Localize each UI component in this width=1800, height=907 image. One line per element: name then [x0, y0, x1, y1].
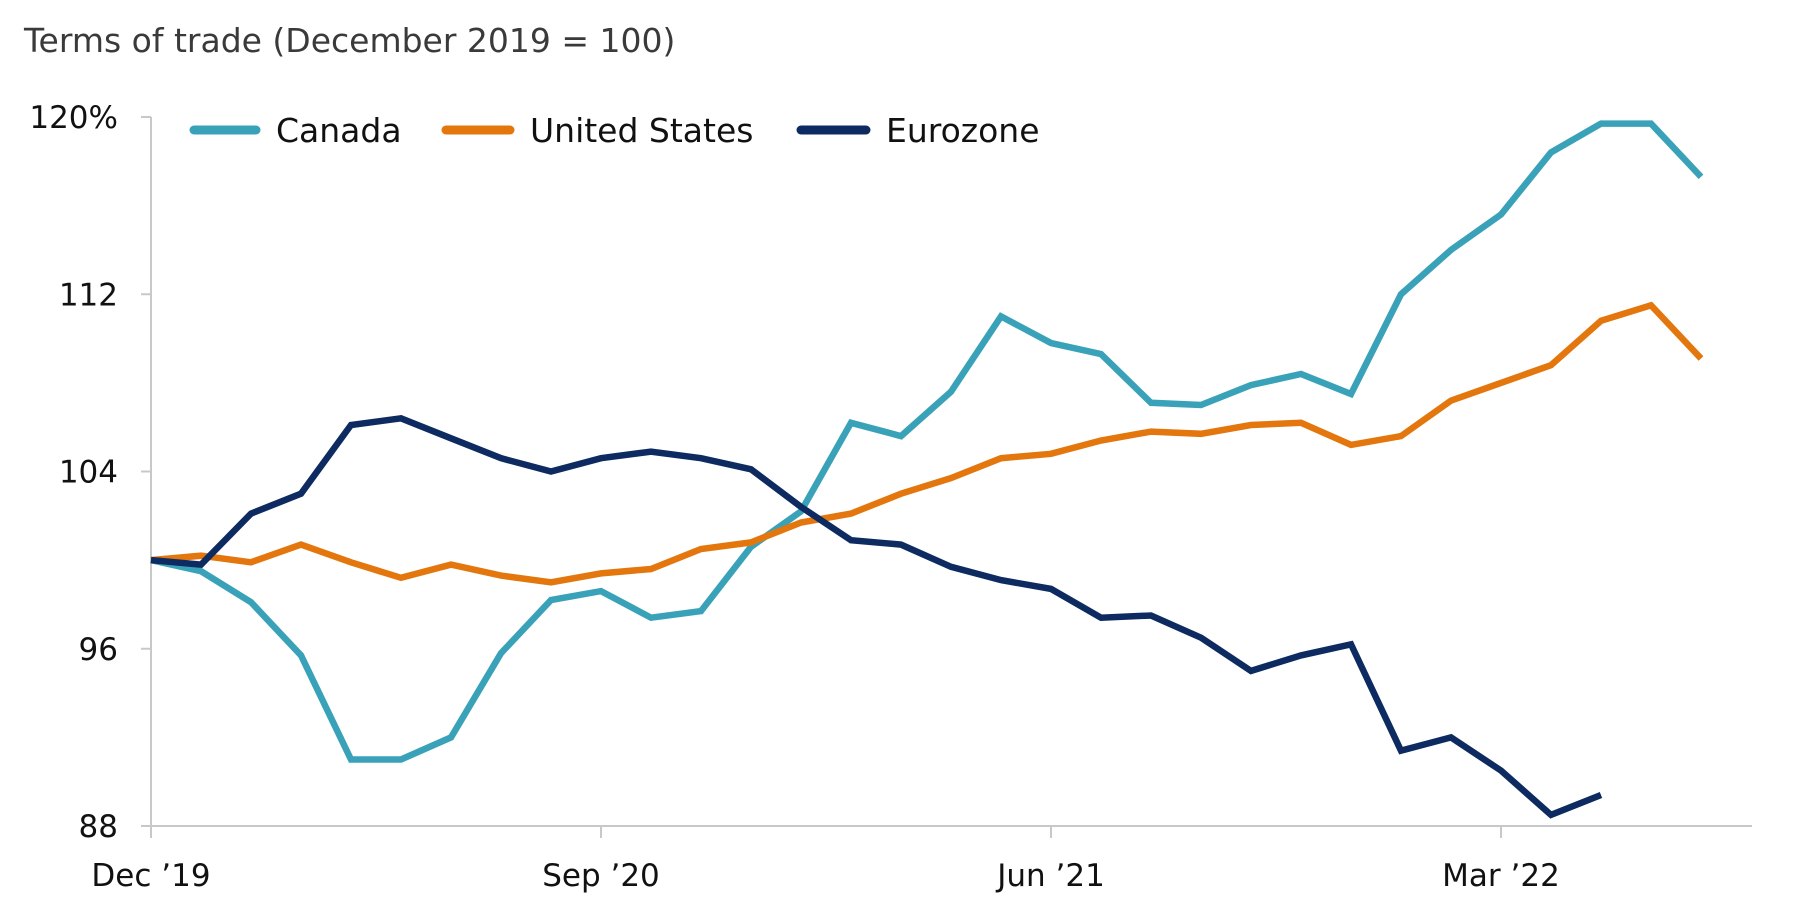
- x-tick-label: Jun ’21: [995, 858, 1105, 894]
- x-tick-label: Sep ’20: [542, 858, 660, 894]
- chart-title: Terms of trade (December 2019 = 100): [23, 21, 675, 60]
- legend-item-united-states: United States: [441, 111, 753, 150]
- y-tick-label: 96: [79, 632, 118, 668]
- x-tick-label: Mar ’22: [1442, 858, 1560, 894]
- legend-item-canada: Canada: [189, 111, 402, 150]
- legend-label: Canada: [276, 111, 402, 150]
- series-line-canada: [150, 120, 1704, 763]
- axes: 120% 112 104 96 88 Dec ’19 Sep ’20 Jun ’21 Mar ’…: [29, 100, 1752, 894]
- x-tick-label: Dec ’19: [91, 858, 210, 894]
- legend: Canada United States Eurozone: [189, 111, 1040, 150]
- y-tick-label: 88: [79, 809, 118, 845]
- series-layer: [150, 120, 1704, 819]
- legend-label: United States: [530, 111, 753, 150]
- y-tick-label: 112: [59, 277, 118, 313]
- y-tick-label: 120%: [29, 100, 118, 136]
- legend-label: Eurozone: [886, 111, 1040, 150]
- y-tick-label: 104: [59, 455, 118, 491]
- legend-item-eurozone: Eurozone: [796, 111, 1040, 150]
- series-line-eurozone: [150, 414, 1603, 819]
- series-line-united-states: [150, 301, 1704, 586]
